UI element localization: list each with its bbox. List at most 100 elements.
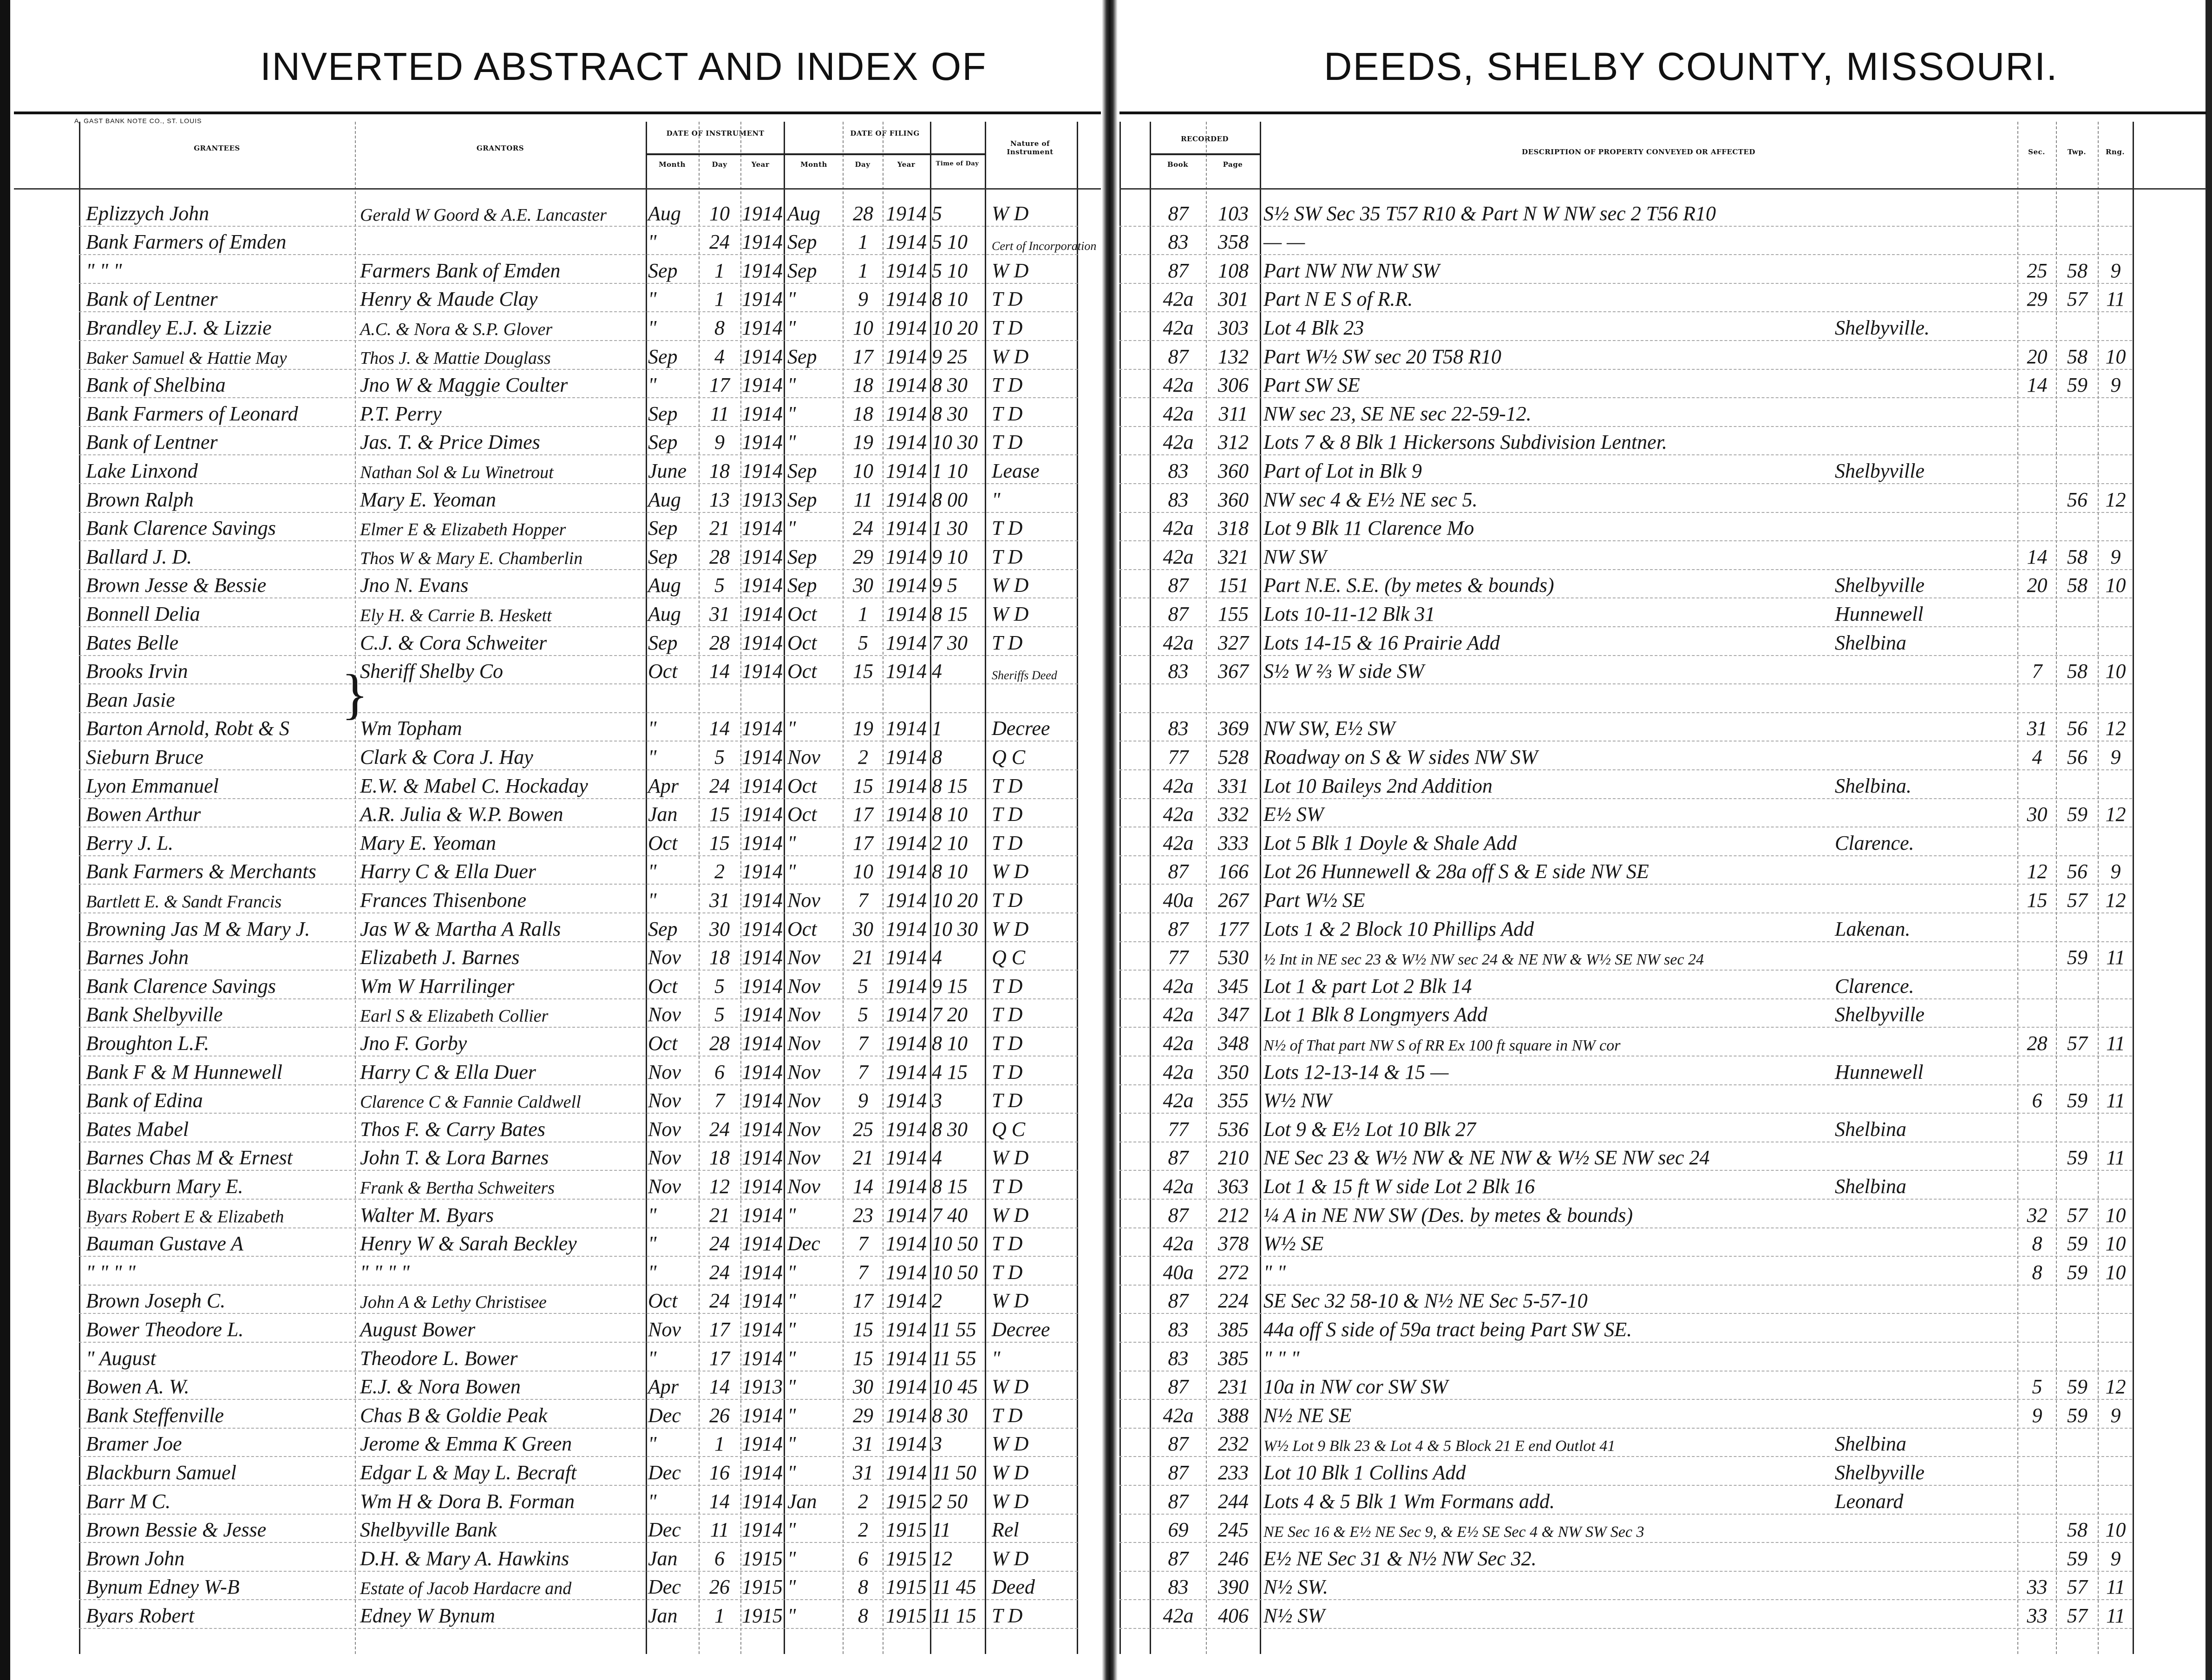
instrument-year: 1914: [742, 1175, 783, 1198]
property-description: E½ SW: [1263, 803, 1324, 826]
township: 58: [2067, 574, 2088, 597]
instrument-year: 1914: [742, 1404, 783, 1427]
instrument-nature: Decree: [992, 717, 1050, 740]
instrument-year: 1914: [742, 1032, 783, 1055]
township: 57: [2067, 288, 2088, 311]
grantor-name: Wm H & Dora B. Forman: [360, 1490, 575, 1513]
property-town: Lakenan.: [1835, 917, 1911, 940]
row-rule: [1119, 741, 2132, 742]
filing-month: Nov: [787, 1146, 820, 1169]
recorded-book: 83: [1168, 1575, 1189, 1599]
filing-day: 5: [858, 974, 868, 998]
instrument-day: 15: [709, 831, 730, 854]
grantee-name: Bonnell Delia: [86, 603, 200, 625]
instrument-day: 5: [714, 1003, 725, 1026]
property-description: — —: [1263, 230, 1305, 254]
filing-month: Nov: [787, 946, 820, 969]
grantee-name: Brown Jesse & Bessie: [86, 574, 267, 597]
recorded-book: 42a: [1163, 1604, 1194, 1627]
recorded-book: 42a: [1163, 288, 1194, 311]
instrument-month: Sep: [648, 917, 678, 940]
column-rule: [1150, 122, 1151, 1654]
filing-time: 1: [932, 717, 942, 740]
instrument-month: Sep: [648, 345, 678, 368]
recorded-page: 312: [1218, 431, 1249, 454]
filing-year: 1914: [886, 917, 927, 940]
row-rule: [1119, 1456, 2132, 1457]
instrument-nature: W D: [992, 1547, 1029, 1570]
filing-month: Nov: [787, 1117, 820, 1141]
grantor-name: Jas. T. & Price Dimes: [360, 431, 540, 454]
filing-time: 3: [932, 1089, 942, 1112]
recorded-book: 42a: [1163, 631, 1194, 654]
recorded-page: 348: [1218, 1032, 1249, 1055]
recorded-page: 530: [1218, 946, 1249, 969]
recorded-page: 267: [1218, 889, 1249, 912]
row-rule: [79, 225, 1078, 227]
instrument-month: Sep: [648, 259, 678, 282]
row-rule: [79, 1199, 1078, 1200]
instrument-month: ": [648, 374, 657, 397]
instrument-year: 1914: [742, 860, 783, 883]
filing-day: 19: [853, 431, 873, 454]
section: 20: [2027, 345, 2048, 368]
scan-edge-right: [2205, 0, 2212, 1680]
instrument-nature: W D: [992, 1203, 1029, 1227]
township: 57: [2067, 1575, 2088, 1599]
range: 11: [2106, 1604, 2125, 1627]
recorded-page: 345: [1218, 974, 1249, 998]
filing-day: 31: [853, 1432, 873, 1456]
property-description: Lot 10 Blk 1 Collins Add: [1263, 1461, 1466, 1484]
recorded-page: 332: [1218, 803, 1249, 826]
filing-month: Sep: [787, 574, 817, 597]
property-description: " ": [1263, 1260, 1286, 1284]
filing-day: 29: [853, 545, 873, 568]
filing-month: ": [787, 1375, 796, 1398]
instrument-nature: T D: [992, 631, 1023, 654]
instrument-nature: T D: [992, 374, 1023, 397]
filing-month: ": [787, 1203, 796, 1227]
section: 4: [2032, 746, 2042, 768]
filing-month: ": [787, 316, 796, 339]
filing-day: 1: [858, 230, 868, 254]
instrument-month: ": [648, 1490, 657, 1513]
filing-day: 28: [853, 202, 873, 225]
instrument-nature: Q C: [992, 1117, 1026, 1141]
instrument-year: 1914: [742, 1089, 783, 1112]
instrument-nature: W D: [992, 917, 1029, 940]
instrument-year: 1915: [742, 1604, 783, 1627]
filing-day: 10: [853, 860, 873, 883]
section: 31: [2027, 717, 2048, 740]
property-description: W½ NW: [1263, 1089, 1332, 1112]
range: 10: [2105, 345, 2126, 368]
recorded-page: 406: [1218, 1604, 1249, 1627]
range: 10: [2105, 1518, 2126, 1542]
grantee-name: Bank of Shelbina: [86, 374, 226, 397]
filing-month: Sep: [787, 259, 817, 282]
section: 28: [2027, 1032, 2048, 1055]
property-town: Shelbyville: [1835, 459, 1925, 482]
grantee-name: Bank of Lentner: [86, 431, 218, 454]
township: 58: [2067, 660, 2088, 683]
row-rule: [79, 855, 1078, 856]
instrument-month: ": [648, 288, 657, 311]
filing-time: 11 45: [932, 1575, 976, 1599]
filing-month: ": [787, 1432, 796, 1456]
grantee-name: Brandley E.J. & Lizzie: [86, 316, 272, 339]
row-rule: [79, 282, 1078, 284]
section: 6: [2032, 1089, 2042, 1112]
column-rule: [930, 122, 931, 1654]
row-rule: [1119, 884, 2132, 885]
instrument-nature: T D: [992, 316, 1023, 339]
property-town: Shelbina: [1835, 1432, 1906, 1456]
instrument-day: 1: [714, 1604, 725, 1627]
filing-month: Oct: [787, 917, 817, 940]
property-description: Lot 1 & 15 ft W side Lot 2 Blk 16: [1263, 1175, 1535, 1198]
range: 11: [2106, 1032, 2125, 1055]
instrument-nature: W D: [992, 202, 1029, 225]
range: 12: [2105, 1375, 2126, 1398]
filing-time: 4: [932, 1146, 942, 1169]
instrument-year: 1914: [742, 1490, 783, 1513]
filing-day: 7: [858, 1060, 868, 1083]
filing-month: Oct: [787, 803, 817, 826]
